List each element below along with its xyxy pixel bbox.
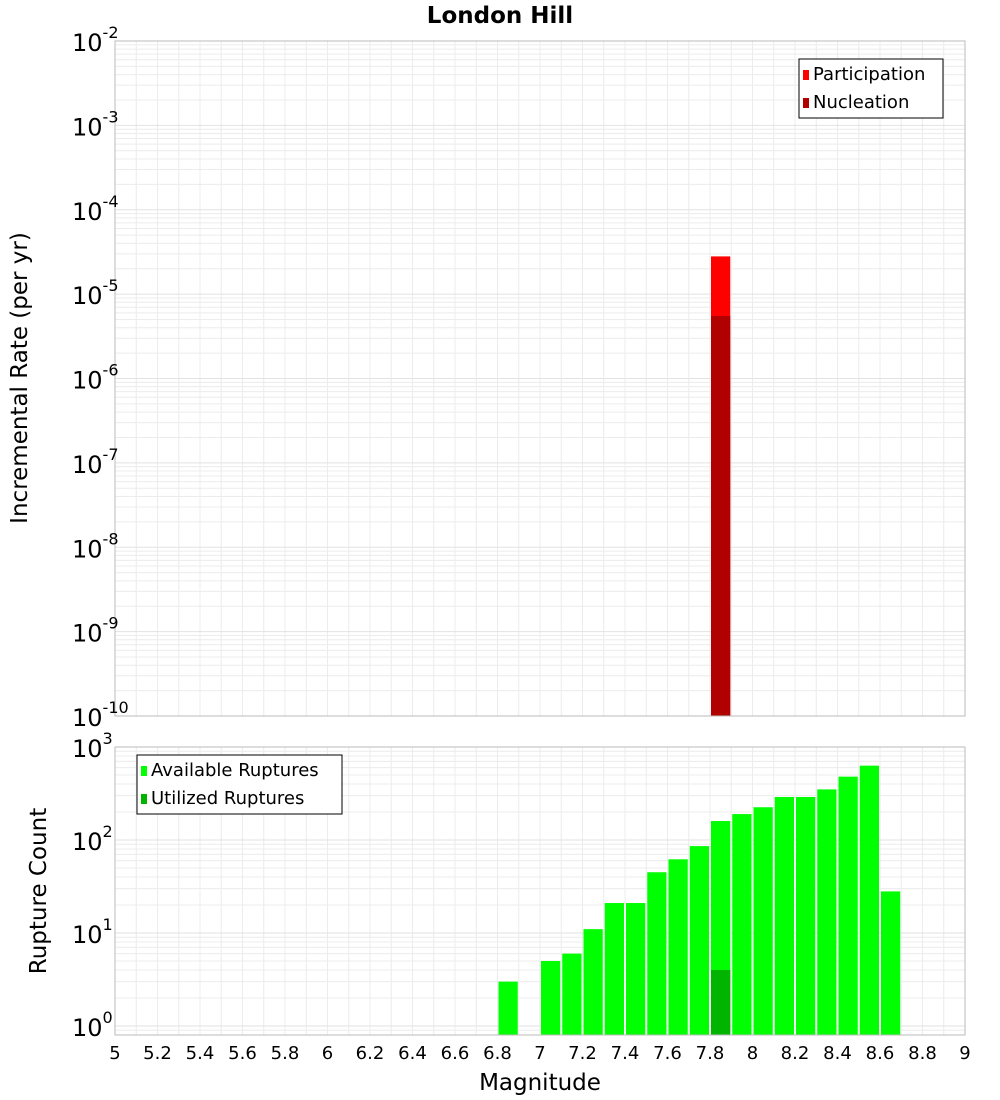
y-tick-label: 100 <box>72 1008 113 1042</box>
bar-available-ruptures <box>583 929 603 1035</box>
y-tick-label: 10-9 <box>72 614 119 648</box>
y-tick-label: 10-6 <box>72 361 119 395</box>
y-tick-label: 10-2 <box>72 23 119 57</box>
x-tick-label: 7 <box>534 1043 545 1064</box>
legend-swatch <box>141 794 147 804</box>
bar-available-ruptures <box>859 765 879 1035</box>
bar-available-ruptures <box>541 960 561 1035</box>
bar-available-ruptures <box>562 953 582 1035</box>
top-legend: Participation Nucleation <box>798 58 944 119</box>
x-tick-label: 5 <box>109 1043 120 1064</box>
bar-available-ruptures <box>626 903 646 1035</box>
legend-label: Utilized Ruptures <box>151 788 304 809</box>
y-tick-label: 10-5 <box>72 276 119 310</box>
x-tick-label: 5.8 <box>271 1043 300 1064</box>
bar-available-ruptures <box>817 789 837 1035</box>
bar-available-ruptures <box>881 891 901 1035</box>
bottom-y-axis-label: Rupture Count <box>26 808 52 974</box>
x-tick-label: 6.4 <box>398 1043 427 1064</box>
x-tick-label: 7.8 <box>696 1043 725 1064</box>
legend-box <box>136 754 343 815</box>
top-bars <box>711 256 731 716</box>
bar-available-ruptures <box>689 846 709 1035</box>
bar-available-ruptures <box>796 796 816 1035</box>
legend-box <box>798 58 944 119</box>
y-tick-label: 101 <box>72 915 113 949</box>
x-tick-label: 9 <box>959 1043 970 1064</box>
y-tick-label: 103 <box>72 729 113 763</box>
x-tick-label: 8 <box>747 1043 758 1064</box>
legend-swatch <box>141 766 147 776</box>
x-tick-label: 7.2 <box>568 1043 597 1064</box>
legend-swatch <box>803 98 809 108</box>
x-tick-label: 8.6 <box>866 1043 895 1064</box>
y-tick-label: 10-4 <box>72 192 119 226</box>
x-tick-label: 6.2 <box>356 1043 385 1064</box>
y-tick-label: 10-8 <box>72 529 119 563</box>
bar-available-ruptures <box>604 903 624 1035</box>
bar-available-ruptures <box>498 981 518 1035</box>
bar-available-ruptures <box>732 814 752 1035</box>
bottom-legend: Available Ruptures Utilized Ruptures <box>136 754 343 815</box>
x-tick-label: 8.4 <box>823 1043 852 1064</box>
x-tick-label: 6 <box>322 1043 333 1064</box>
x-tick-label: 6.6 <box>441 1043 470 1064</box>
y-tick-label: 10-7 <box>72 445 119 479</box>
y-tick-label: 10-3 <box>72 107 119 141</box>
x-tick-label: 5.4 <box>186 1043 215 1064</box>
x-tick-label: 8.2 <box>781 1043 810 1064</box>
legend-label: Nucleation <box>813 92 909 113</box>
bottom-bars <box>498 765 901 1035</box>
top-plot: 10-10 10-9 10-8 10-7 10-6 10-5 10-4 10-3 10-2 In… <box>7 23 966 732</box>
legend-swatch <box>803 70 809 80</box>
legend-label: Participation <box>813 64 925 85</box>
y-tick-label: 102 <box>72 822 113 856</box>
x-tick-label: 7.4 <box>611 1043 640 1064</box>
bar-utilized-ruptures <box>711 969 731 1035</box>
bar-available-ruptures <box>774 796 794 1035</box>
top-gridlines <box>114 40 966 717</box>
x-tick-label: 8.8 <box>908 1043 937 1064</box>
bottom-plot: 100 101 102 103 5 5.2 5.4 5.6 5.8 6 6.2 6.4 6.6 6.8 7… <box>26 729 971 1096</box>
bar-available-ruptures <box>838 776 858 1035</box>
x-tick-label: 7.6 <box>653 1043 682 1064</box>
x-ticks: 5 5.2 5.4 5.6 5.8 6 6.2 6.4 6.6 6.8 7 7.2 7.4 7.6 7.8 8… <box>109 1043 970 1064</box>
x-tick-label: 5.2 <box>143 1043 172 1064</box>
bottom-plot-frame <box>114 746 966 1036</box>
x-tick-label: 6.8 <box>483 1043 512 1064</box>
bar-available-ruptures <box>647 872 667 1035</box>
x-tick-label: 5.6 <box>228 1043 257 1064</box>
top-y-axis-label: Incremental Rate (per yr) <box>7 232 33 524</box>
bar-available-ruptures <box>753 807 773 1035</box>
bar-nucleation <box>711 316 731 716</box>
top-plot-frame <box>114 40 966 717</box>
x-axis-label: Magnitude <box>479 1070 601 1096</box>
top-y-ticks: 10-10 10-9 10-8 10-7 10-6 10-5 10-4 10-3 10-2 <box>72 23 129 732</box>
chart-title: London Hill <box>427 3 573 29</box>
bar-available-ruptures <box>668 859 688 1035</box>
bottom-y-ticks: 100 101 102 103 <box>72 729 113 1042</box>
y-tick-label: 10-10 <box>72 698 129 732</box>
legend-label: Available Ruptures <box>151 760 319 781</box>
